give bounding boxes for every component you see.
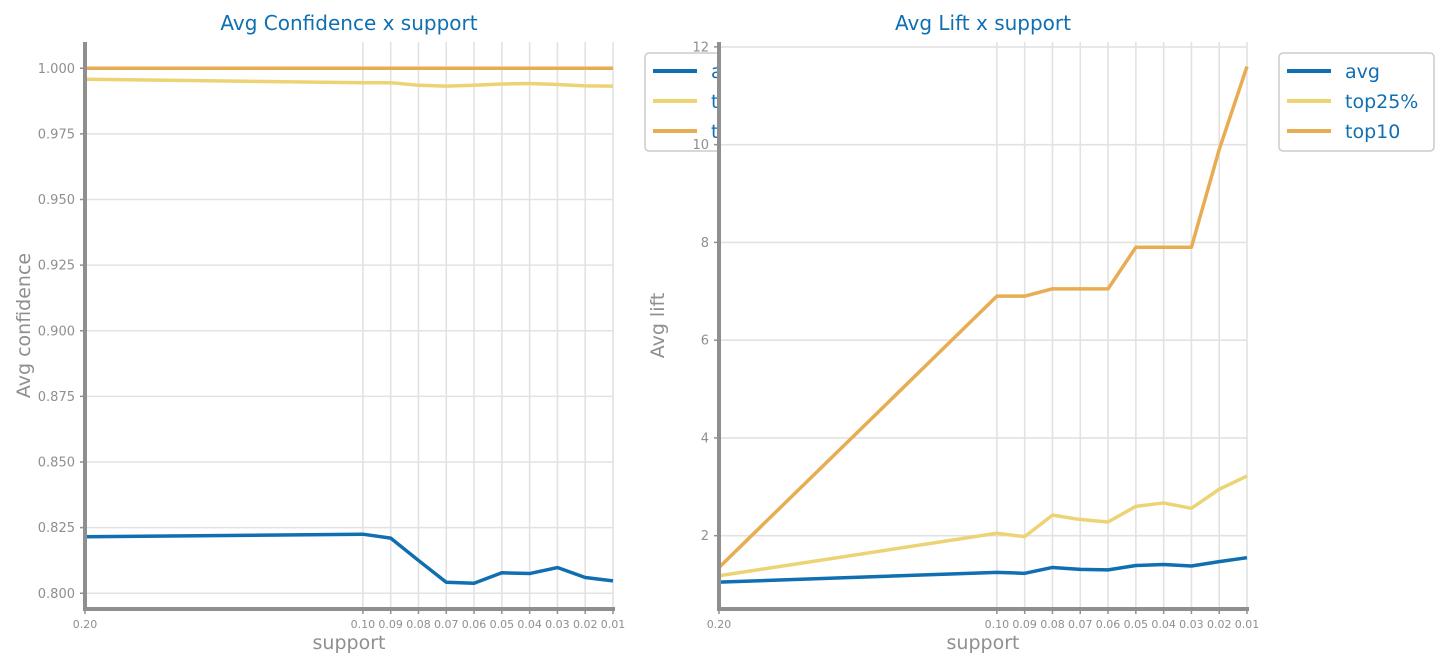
legend-label-top25%: top25% <box>711 91 784 113</box>
chart-title: Avg Confidence x support <box>220 11 477 35</box>
series-line-top10 <box>717 65 1249 569</box>
y-tick-label: 0.850 <box>38 456 75 471</box>
x-tick-label: 0.05 <box>490 618 515 631</box>
x-tick-label: 0.08 <box>1040 618 1065 631</box>
series-line-avg <box>84 532 614 586</box>
legend-label-top25%: top25% <box>1345 91 1418 113</box>
x-tick-label: 0.20 <box>73 618 98 631</box>
y-axis-label: Avg lift <box>647 293 669 359</box>
x-tick-label: 0.05 <box>1124 618 1149 631</box>
y-axis-label: Avg confidence <box>13 253 35 398</box>
x-tick-label: 0.07 <box>1068 618 1093 631</box>
legend-label-top10: top10 <box>1345 121 1400 143</box>
x-tick-label: 0.06 <box>1096 618 1121 631</box>
confidence-chart: 0.800 0.825 0.850 0.875 0.900 0.925 0.950 0.975… <box>13 11 784 654</box>
x-tick-label: 0.07 <box>434 618 459 631</box>
y-tick-label: 0.900 <box>38 324 75 339</box>
y-tick-label: 12 <box>692 40 709 55</box>
y-tick-label: 8 <box>701 236 709 251</box>
x-tick-label: 0.20 <box>707 618 732 631</box>
x-tick-label: 0.03 <box>545 618 570 631</box>
x-tick-label: 0.10 <box>985 618 1010 631</box>
y-tick-label: 0.825 <box>38 521 75 536</box>
x-tick-label: 0.09 <box>1012 618 1037 631</box>
legend: avg top25% top10 <box>1278 52 1435 152</box>
series-line-top25% <box>84 77 614 88</box>
x-tick-label: 0.01 <box>1235 618 1260 631</box>
y-tick-label: 0.950 <box>38 193 75 208</box>
x-tick-label: 0.10 <box>351 618 376 631</box>
x-tick-label: 0.02 <box>573 618 598 631</box>
x-tick-label: 0.04 <box>517 618 542 631</box>
legend-label-avg: avg <box>711 61 746 83</box>
y-tick-label: 10 <box>692 138 709 153</box>
legend-label-avg: avg <box>1345 61 1380 83</box>
x-tick-label: 0.06 <box>462 618 487 631</box>
y-tick-label: 0.875 <box>38 390 75 405</box>
x-tick-label: 0.04 <box>1151 618 1176 631</box>
x-tick-label: 0.08 <box>406 618 431 631</box>
legend-label-top10: top10 <box>711 121 766 143</box>
y-tick-label: 1.000 <box>38 62 75 77</box>
x-tick-label: 0.09 <box>378 618 403 631</box>
y-tick-label: 4 <box>701 431 709 446</box>
legend-frame <box>1278 52 1435 152</box>
x-tick-label: 0.02 <box>1207 618 1232 631</box>
series-line-avg <box>718 555 1248 584</box>
legend: avg top25% top10 <box>644 52 784 152</box>
lift-chart: 2 4 6 8 10 12 0.20 0.10 0.09 0.08 0.07 0.06 0.05 0.04… <box>647 11 1435 654</box>
x-axis-label: support <box>313 632 386 654</box>
y-tick-label: 2 <box>701 529 709 544</box>
x-tick-label: 0.01 <box>601 618 626 631</box>
y-tick-label: 6 <box>701 334 709 349</box>
y-tick-label: 0.800 <box>38 587 75 602</box>
x-axis-label: support <box>947 632 1020 654</box>
chart-title: Avg Lift x support <box>895 11 1071 35</box>
y-tick-label: 0.925 <box>38 259 75 274</box>
series-line-top25% <box>718 474 1248 578</box>
y-tick-label: 0.975 <box>38 127 75 142</box>
x-tick-label: 0.03 <box>1179 618 1204 631</box>
